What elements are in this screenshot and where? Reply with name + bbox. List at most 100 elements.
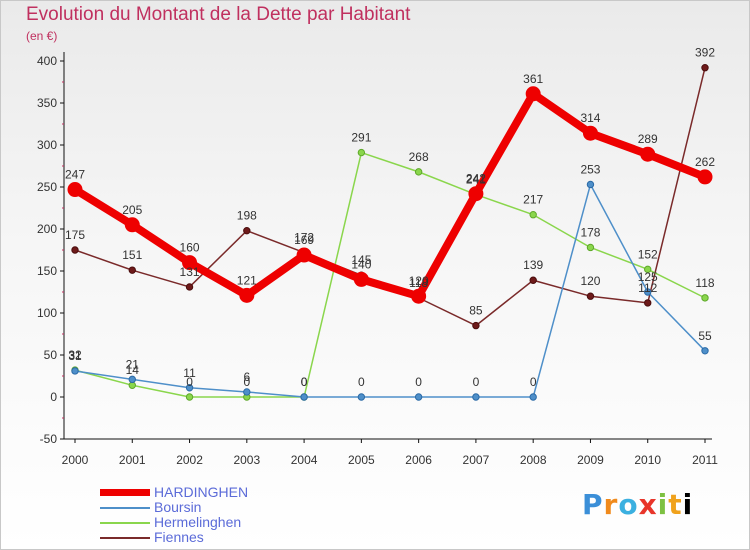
data-label-boursin: 0 xyxy=(473,375,480,389)
data-point-hardinghen xyxy=(697,169,713,185)
data-point-hardinghen xyxy=(67,182,83,198)
data-label-hermelinghen: 152 xyxy=(638,247,658,261)
data-point-fiennes xyxy=(529,276,537,284)
data-point-fiennes xyxy=(472,321,480,330)
data-label-boursin: 31 xyxy=(68,349,82,363)
data-label-hardinghen: 289 xyxy=(638,132,658,146)
data-label-fiennes: 172 xyxy=(294,231,314,245)
legend-label: Fiennes xyxy=(154,529,204,545)
data-point-hermelinghen xyxy=(529,211,537,219)
data-label-hardinghen: 121 xyxy=(237,273,257,287)
data-point-hermelinghen xyxy=(586,243,595,252)
data-point-fiennes xyxy=(644,299,652,307)
data-point-hermelinghen xyxy=(185,393,194,401)
legend-label: HARDINGHEN xyxy=(154,484,249,500)
x-tick-label: 2011 xyxy=(692,453,718,467)
x-tick-label: 2007 xyxy=(463,453,490,467)
data-point-boursin xyxy=(128,375,136,384)
data-point-boursin xyxy=(701,347,709,355)
data-label-boursin: 125 xyxy=(638,270,658,284)
y-tick-label: 300 xyxy=(37,138,57,152)
data-label-fiennes: 198 xyxy=(237,209,257,223)
x-tick-label: 2000 xyxy=(62,453,89,467)
data-label-hardinghen: 160 xyxy=(180,241,200,255)
data-label-hardinghen: 247 xyxy=(65,168,85,182)
data-label-fiennes: 131 xyxy=(180,265,200,279)
data-label-hermelinghen: 0 xyxy=(243,375,250,389)
data-point-hardinghen xyxy=(468,186,484,202)
data-label-boursin: 55 xyxy=(698,329,712,343)
legend-label: Hermelinghen xyxy=(154,514,242,530)
data-label-hermelinghen: 291 xyxy=(351,131,371,145)
logo-letter: i xyxy=(657,488,669,521)
data-label-hermelinghen: 14 xyxy=(126,363,140,377)
chart-legend: HARDINGHEN Boursin Hermelinghen Fiennes xyxy=(100,485,248,545)
data-point-hardinghen xyxy=(525,86,541,102)
series-line-hardinghen xyxy=(71,89,709,301)
data-label-boursin: 253 xyxy=(580,162,600,176)
legend-swatch-hardinghen xyxy=(100,489,150,496)
data-label-fiennes: 145 xyxy=(351,253,371,267)
data-point-hardinghen xyxy=(296,247,312,263)
data-label-hardinghen: 120 xyxy=(409,274,429,288)
proxiti-logo: Proxiti xyxy=(582,488,693,521)
data-label-fiennes: 118 xyxy=(409,276,428,290)
x-tick-label: 2005 xyxy=(348,453,375,467)
data-point-fiennes xyxy=(71,246,79,254)
data-label-fiennes: 112 xyxy=(638,281,657,295)
data-label-hermelinghen: 0 xyxy=(186,375,193,389)
x-tick-label: 2008 xyxy=(520,453,547,467)
data-label-fiennes: 139 xyxy=(523,258,543,272)
data-label-hermelinghen: 268 xyxy=(409,150,429,164)
data-point-hardinghen xyxy=(640,146,656,162)
data-point-fiennes xyxy=(701,64,709,72)
chart-title: Evolution du Montant de la Dette par Hab… xyxy=(26,4,411,25)
data-point-hardinghen xyxy=(239,287,255,303)
data-label-hardinghen: 242 xyxy=(466,172,486,186)
data-point-hardinghen xyxy=(182,255,198,271)
data-label-boursin: 0 xyxy=(530,375,537,389)
legend-label: Boursin xyxy=(154,499,202,515)
data-label-fiennes: 175 xyxy=(65,228,85,242)
legend-swatch-fiennes xyxy=(100,536,150,539)
data-label-hardinghen: 169 xyxy=(294,233,314,247)
data-point-boursin xyxy=(243,388,251,396)
data-label-boursin: 21 xyxy=(126,357,140,371)
logo-letter: r xyxy=(603,488,619,521)
y-tick-label: 400 xyxy=(37,54,57,68)
y-tick-label: 150 xyxy=(37,264,57,278)
data-label-fiennes: 120 xyxy=(580,274,600,288)
x-tick-label: 2006 xyxy=(405,453,432,467)
logo-letter: i xyxy=(682,488,694,521)
logo-letter: P xyxy=(582,488,604,521)
data-point-hermelinghen xyxy=(414,168,423,176)
legend-item-hardinghen: HARDINGHEN xyxy=(100,485,248,500)
logo-letter: x xyxy=(638,488,658,521)
data-point-fiennes xyxy=(243,226,251,235)
data-point-hermelinghen xyxy=(701,294,709,302)
chart-subtitle: (en €) xyxy=(26,29,58,43)
legend-item-fiennes: Fiennes xyxy=(100,530,248,545)
data-label-hermelinghen: 118 xyxy=(695,276,714,290)
data-point-fiennes xyxy=(586,292,595,300)
y-tick-label: 250 xyxy=(37,180,57,194)
x-tick-label: 2010 xyxy=(634,453,661,467)
data-point-boursin xyxy=(529,393,537,401)
legend-item-hermelinghen: Hermelinghen xyxy=(100,515,248,530)
logo-letter: t xyxy=(668,488,683,521)
data-point-hardinghen xyxy=(124,217,140,233)
x-tick-label: 2009 xyxy=(577,453,604,467)
data-label-fiennes: 151 xyxy=(122,248,142,262)
data-label-hardinghen: 314 xyxy=(580,111,600,125)
data-label-boursin: 11 xyxy=(183,366,196,380)
data-point-hardinghen xyxy=(582,125,598,141)
data-label-hardinghen: 361 xyxy=(523,72,543,86)
data-label-boursin: 0 xyxy=(358,375,365,389)
legend-item-boursin: Boursin xyxy=(100,500,248,515)
data-point-boursin xyxy=(357,393,366,401)
data-point-fiennes xyxy=(185,283,194,291)
data-point-hardinghen xyxy=(353,271,369,287)
data-point-boursin xyxy=(414,393,423,401)
data-label-hermelinghen: 217 xyxy=(523,193,543,207)
